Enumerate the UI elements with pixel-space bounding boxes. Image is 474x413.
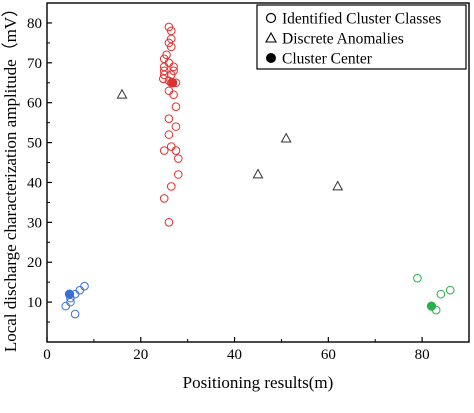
cluster-point <box>173 154 183 163</box>
x-tick-label: 20 <box>133 347 148 363</box>
legend-marker-triangle <box>265 31 277 43</box>
cluster-point <box>61 301 71 311</box>
cluster-center-point <box>426 301 437 311</box>
cluster-point <box>169 62 178 72</box>
cluster-point <box>171 102 181 111</box>
cluster-point <box>164 218 174 227</box>
cluster-point <box>80 281 89 291</box>
cluster-point <box>436 289 446 299</box>
legend-marker-open-circle <box>265 12 277 24</box>
legend-label: Cluster Center <box>282 51 373 68</box>
plot-border <box>46 2 470 343</box>
cluster-series <box>61 281 89 319</box>
anomaly-point <box>280 132 292 143</box>
x-tick-label: 80 <box>415 347 430 363</box>
cluster-series <box>413 273 455 315</box>
x-tick-label: 60 <box>321 347 336 363</box>
y-tick-label: 50 <box>27 136 42 152</box>
cluster-point <box>166 42 176 52</box>
y-axis-label: Local discharge characterization amplitu… <box>1 0 20 352</box>
cluster-point <box>164 114 174 123</box>
anomaly-point <box>332 180 344 191</box>
y-tick-label: 40 <box>27 175 42 191</box>
anomaly-point <box>252 168 264 179</box>
cluster-point <box>169 66 178 76</box>
cluster-point <box>75 285 85 295</box>
x-tick-label: 40 <box>227 347 242 363</box>
cluster-point <box>70 309 80 319</box>
y-tick-label: 30 <box>27 215 42 231</box>
cluster-center-point <box>64 289 75 299</box>
cluster-series <box>158 22 183 227</box>
cluster-point <box>166 182 176 191</box>
legend-label: Discrete Anomalies <box>282 31 404 48</box>
y-tick-label: 80 <box>27 16 42 32</box>
cluster-point <box>445 285 455 295</box>
legend-box <box>256 4 467 70</box>
cluster-point <box>413 273 422 283</box>
legend-marker-filled-circle <box>266 53 276 63</box>
cluster-point <box>171 146 181 155</box>
cluster-point <box>169 90 178 100</box>
cluster-point <box>173 170 183 179</box>
cluster-point <box>164 86 174 96</box>
x-tick-label: 0 <box>43 347 51 363</box>
axis-ticks: 0 20 40 60 80 10 20 30 40 50 60 70 80 <box>27 16 430 363</box>
plot-frame <box>46 2 470 343</box>
cluster-point <box>159 70 169 80</box>
anomaly-series <box>116 88 344 191</box>
cluster-center-point <box>168 78 178 88</box>
legend-label: Identified Cluster Classes <box>282 11 441 28</box>
cluster-point <box>164 130 174 139</box>
legend: Identified Cluster Classes Discrete Anoma… <box>256 4 467 70</box>
x-axis-label: Positioning results(m) <box>183 373 334 392</box>
cluster-point <box>159 146 169 155</box>
anomaly-point <box>116 88 128 99</box>
cluster-point <box>164 58 174 68</box>
y-tick-label: 20 <box>27 255 42 271</box>
cluster-point <box>158 74 168 84</box>
cluster-point <box>159 194 169 203</box>
y-tick-label: 60 <box>27 96 42 112</box>
y-tick-label: 70 <box>27 56 42 72</box>
cluster-point <box>166 142 176 151</box>
cluster-point <box>171 122 181 131</box>
y-tick-label: 10 <box>27 295 42 311</box>
chart-marks <box>61 22 455 319</box>
